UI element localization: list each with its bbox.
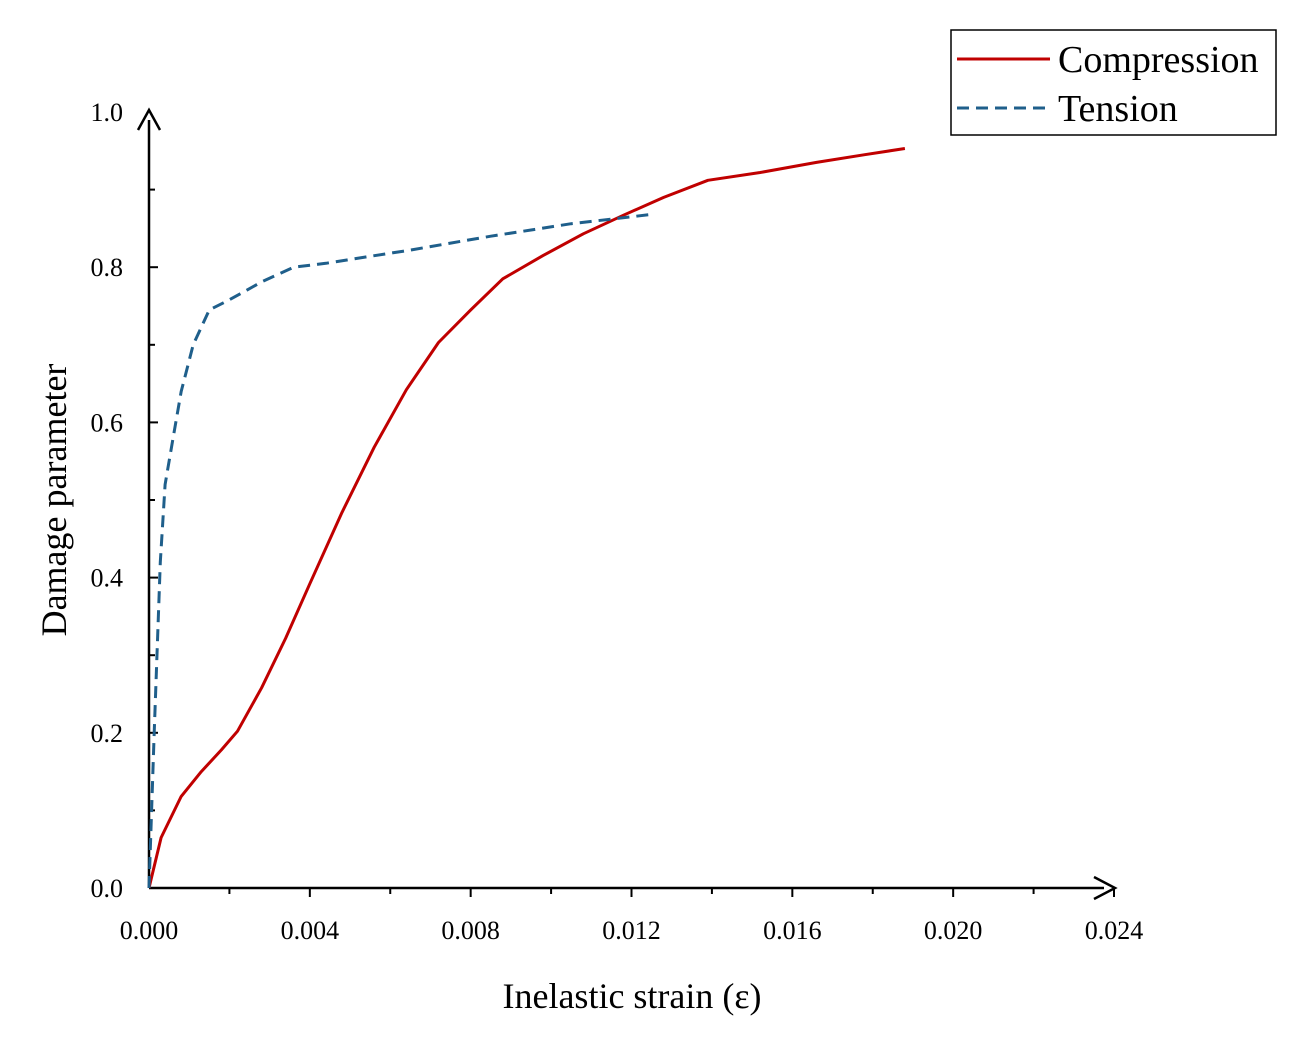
series-layer bbox=[147, 147, 906, 889]
legend-label-tension: Tension bbox=[1058, 88, 1178, 130]
axes bbox=[136, 107, 1118, 901]
y-axis-title: Damage parameter bbox=[34, 364, 74, 637]
series-line-tension bbox=[147, 212, 652, 889]
legend: Compression Tension bbox=[950, 29, 1277, 136]
tick-labels: 0.000 0.004 0.008 0.012 0.016 0.020 0.024 0.0 0.… bbox=[91, 98, 1144, 945]
y-tick-label: 0.8 bbox=[91, 253, 124, 282]
x-tick-label: 0.020 bbox=[924, 916, 983, 945]
x-tick-label: 0.000 bbox=[120, 916, 179, 945]
x-tick-label: 0.008 bbox=[441, 916, 500, 945]
x-tick-label: 0.012 bbox=[602, 916, 661, 945]
legend-box bbox=[950, 29, 1277, 136]
series-line-compression bbox=[147, 147, 906, 889]
legend-label-compression: Compression bbox=[1058, 39, 1259, 81]
x-tick-label: 0.024 bbox=[1085, 916, 1144, 945]
x-tick-label: 0.016 bbox=[763, 916, 822, 945]
y-tick-label: 1.0 bbox=[91, 98, 124, 127]
y-tick-label: 0.6 bbox=[91, 408, 124, 437]
y-tick-label: 0.0 bbox=[91, 874, 124, 903]
axis-ticks bbox=[149, 188, 1115, 897]
y-tick-label: 0.4 bbox=[91, 564, 124, 593]
y-tick-label: 0.2 bbox=[91, 719, 124, 748]
y-axis-arrow bbox=[136, 107, 162, 131]
x-tick-label: 0.004 bbox=[281, 916, 340, 945]
x-axis-title: Inelastic strain (ε) bbox=[502, 976, 761, 1016]
